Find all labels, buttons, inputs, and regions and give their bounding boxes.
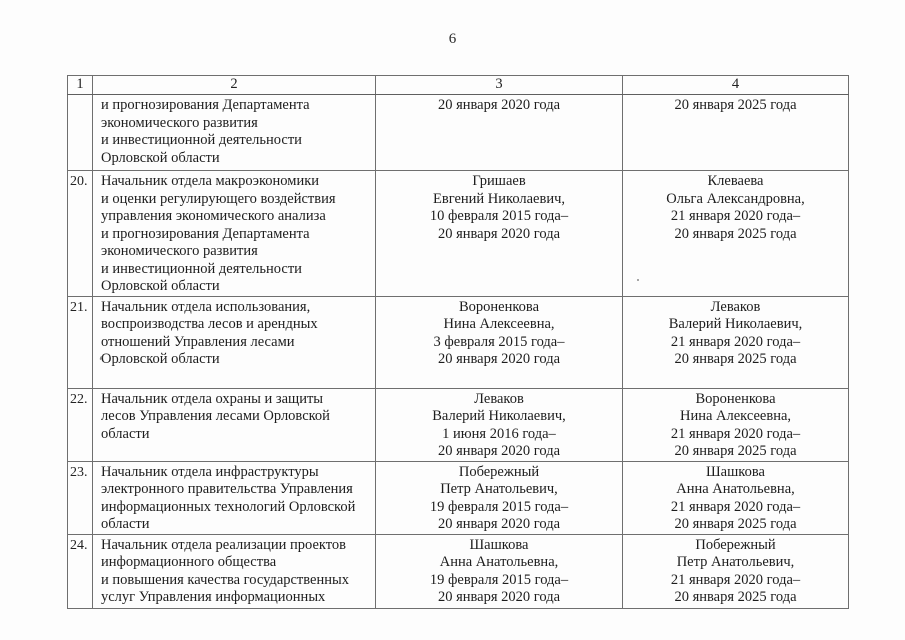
incoming-official: Шашкова Анна Анатольевна, 21 января 2020… [622,460,849,535]
scan-artifact [637,279,639,281]
column-header-3: 3 [375,75,623,95]
incoming-official: Клеваева Ольга Александровна, 21 января … [622,170,849,297]
table-header-row: 1 2 3 4 [67,75,849,95]
row-number: 23. [67,460,93,535]
table-row: 21. Начальник отдела использования, восп… [67,295,849,389]
outgoing-official: Вороненкова Нина Алексеевна, 3 февраля 2… [375,295,623,389]
table-row: 24. Начальник отдела реализации проектов… [67,533,849,609]
appointments-table: 1 2 3 4 и прогнозирования Департамента э… [67,75,849,609]
outgoing-official: Леваков Валерий Николаевич, 1 июня 2016 … [375,387,623,462]
row-number: 20. [67,170,93,297]
table-row: 20. Начальник отдела макроэкономики и оц… [67,170,849,297]
incoming-official: 20 января 2025 года [622,94,849,171]
outgoing-official: 20 января 2020 года [375,94,623,171]
page-number: 6 [448,31,457,47]
incoming-official: Побережный Петр Анатольевич, 21 января 2… [622,533,849,609]
position-title: и прогнозирования Департамента экономиче… [92,94,376,171]
table-row: 23. Начальник отдела инфраструктуры элек… [67,460,849,535]
row-number: 24. [67,533,93,609]
outgoing-official: Шашкова Анна Анатольевна, 19 февраля 201… [375,533,623,609]
outgoing-official: Гришаев Евгений Николаевич, 10 февраля 2… [375,170,623,297]
incoming-official: Вороненкова Нина Алексеевна, 21 января 2… [622,387,849,462]
row-number [67,94,93,171]
table-row: 22. Начальник отдела охраны и защиты лес… [67,387,849,462]
row-number: 21. [67,295,93,389]
column-header-4: 4 [622,75,849,95]
position-title: Начальник отдела инфраструктуры электрон… [92,460,376,535]
position-title: Начальник отдела макроэкономики и оценки… [92,170,376,297]
position-title: Начальник отдела реализации проектов инф… [92,533,376,609]
row-number: 22. [67,387,93,462]
position-title: Начальник отдела охраны и защиты лесов У… [92,387,376,462]
table-row: и прогнозирования Департамента экономиче… [67,94,849,171]
column-header-2: 2 [92,75,376,95]
column-header-1: 1 [67,75,93,95]
incoming-official: Леваков Валерий Николаевич, 21 января 20… [622,295,849,389]
position-title: Начальник отдела использования, воспроиз… [92,295,376,389]
outgoing-official: Побережный Петр Анатольевич, 19 февраля … [375,460,623,535]
scan-artifact [120,360,122,362]
